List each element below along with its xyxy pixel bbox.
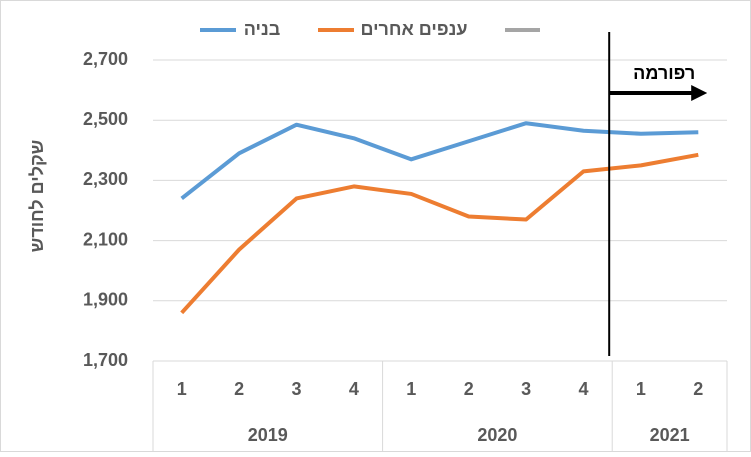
y-tick-label: 1,900: [83, 290, 128, 310]
x-tick-label: 4: [349, 379, 359, 399]
x-tick-label: 4: [578, 379, 588, 399]
legend-label: ענפים אחרים: [361, 19, 468, 39]
y-tick-label: 1,700: [83, 350, 128, 370]
x-tick-label: 2: [234, 379, 244, 399]
group-label: 2019: [248, 425, 288, 445]
x-tick-label: 3: [291, 379, 301, 399]
annotation: רפורמה: [633, 63, 695, 83]
x-tick-label: 2: [693, 379, 703, 399]
x-tick-label: 3: [521, 379, 531, 399]
y-axis-label: שקלים לחודש: [27, 140, 47, 253]
x-tick-label: 2: [464, 379, 474, 399]
line-series: [180, 152, 699, 315]
y-tick-label: 2,500: [83, 109, 128, 129]
y-tick-label: 2,300: [83, 169, 128, 189]
x-tick-label: 1: [406, 379, 416, 399]
group-label: 2021: [650, 425, 690, 445]
group-label: 2020: [477, 425, 517, 445]
x-tick-label: 1: [177, 379, 187, 399]
y-tick-label: 2,100: [83, 229, 128, 249]
line-series: [180, 121, 699, 201]
y-tick-label: 2,700: [83, 49, 128, 69]
x-tick-label: 1: [636, 379, 646, 399]
legend-label: בניה: [244, 19, 281, 39]
